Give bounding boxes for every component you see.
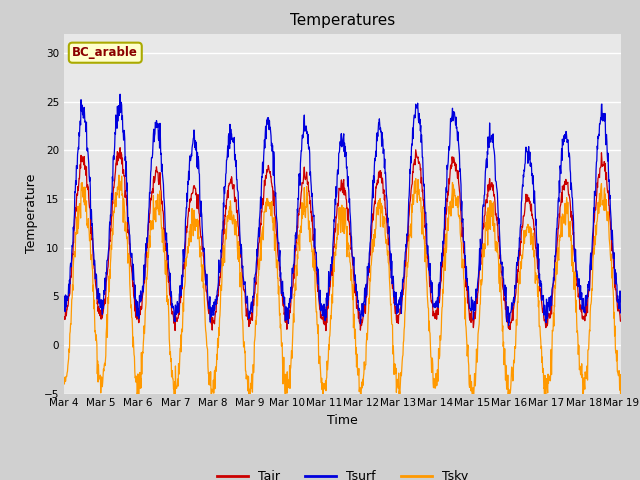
Text: BC_arable: BC_arable	[72, 46, 138, 59]
Y-axis label: Temperature: Temperature	[25, 174, 38, 253]
X-axis label: Time: Time	[327, 414, 358, 427]
Title: Temperatures: Temperatures	[290, 13, 395, 28]
Legend: Tair, Tsurf, Tsky: Tair, Tsurf, Tsky	[212, 465, 473, 480]
